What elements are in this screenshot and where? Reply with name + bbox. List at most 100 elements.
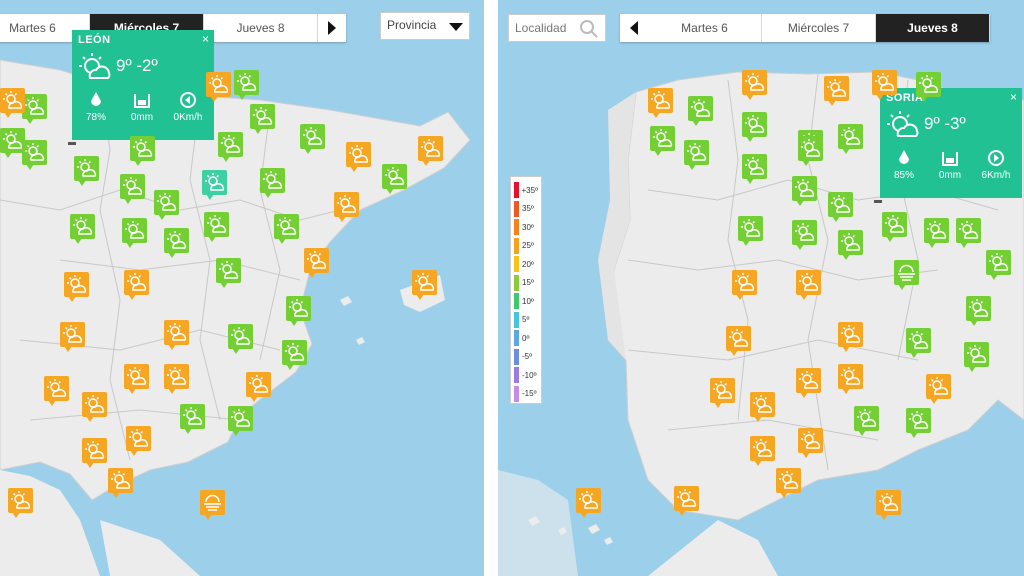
weather-marker[interactable]	[798, 428, 823, 458]
tab-miercoles-7[interactable]: Miércoles 7	[762, 14, 876, 42]
weather-marker[interactable]	[838, 124, 863, 154]
weather-marker[interactable]	[382, 164, 407, 194]
weather-marker[interactable]	[260, 168, 285, 198]
prev-day-button[interactable]	[620, 14, 648, 42]
weather-marker[interactable]	[206, 72, 231, 102]
weather-marker[interactable]	[82, 392, 107, 422]
weather-marker[interactable]	[60, 322, 85, 352]
weather-marker[interactable]	[838, 322, 863, 352]
weather-marker[interactable]	[304, 248, 329, 278]
next-day-button[interactable]	[318, 14, 346, 42]
weather-marker[interactable]	[576, 488, 601, 518]
weather-marker[interactable]	[876, 490, 901, 520]
weather-marker[interactable]	[250, 104, 275, 134]
weather-marker[interactable]	[164, 364, 189, 394]
weather-marker[interactable]	[130, 136, 155, 166]
weather-marker[interactable]	[200, 490, 225, 520]
weather-marker[interactable]	[82, 438, 107, 468]
weather-marker[interactable]	[956, 218, 981, 248]
weather-marker[interactable]	[742, 70, 767, 100]
weather-marker[interactable]	[648, 88, 673, 118]
weather-marker[interactable]	[246, 372, 271, 402]
weather-marker[interactable]	[726, 326, 751, 356]
weather-marker[interactable]	[854, 406, 879, 436]
weather-marker[interactable]	[796, 368, 821, 398]
tab-martes-6[interactable]: Martes 6	[648, 14, 762, 42]
weather-marker[interactable]	[154, 190, 179, 220]
weather-marker[interactable]	[346, 142, 371, 172]
weather-marker[interactable]	[228, 324, 253, 354]
weather-marker[interactable]	[916, 72, 941, 102]
weather-marker[interactable]	[164, 320, 189, 350]
weather-marker[interactable]	[120, 174, 145, 204]
weather-marker[interactable]	[282, 340, 307, 370]
weather-marker[interactable]	[418, 136, 443, 166]
weather-marker[interactable]	[180, 404, 205, 434]
weather-marker[interactable]	[906, 408, 931, 438]
weather-marker[interactable]	[824, 76, 849, 106]
weather-marker[interactable]	[688, 96, 713, 126]
weather-marker[interactable]	[872, 70, 897, 100]
weather-marker[interactable]	[124, 364, 149, 394]
weather-marker[interactable]	[966, 296, 991, 326]
weather-marker[interactable]	[742, 154, 767, 184]
weather-marker[interactable]	[882, 212, 907, 242]
weather-marker[interactable]	[894, 260, 919, 290]
weather-marker[interactable]	[738, 216, 763, 246]
popup-close-button[interactable]: ×	[1009, 90, 1017, 104]
weather-marker[interactable]	[218, 132, 243, 162]
weather-marker[interactable]	[44, 376, 69, 406]
weather-marker[interactable]	[650, 126, 675, 156]
weather-marker[interactable]	[108, 468, 133, 498]
weather-marker[interactable]	[798, 136, 823, 166]
weather-marker[interactable]	[126, 426, 151, 456]
weather-marker[interactable]	[202, 170, 227, 200]
weather-marker[interactable]	[0, 128, 25, 158]
tab-jueves-8[interactable]: Jueves 8	[204, 14, 318, 42]
weather-marker[interactable]	[8, 488, 33, 518]
weather-marker[interactable]	[838, 230, 863, 260]
weather-marker[interactable]	[750, 436, 775, 466]
city-popup-soria[interactable]: SORIA × 9º -3º 85% 0mm 6Km/h	[880, 88, 1022, 198]
weather-marker[interactable]	[924, 218, 949, 248]
city-popup-leon[interactable]: LEÓN × 9º -2º 78% 0mm 0Km/h	[72, 30, 214, 140]
weather-marker[interactable]	[710, 378, 735, 408]
weather-marker[interactable]	[796, 270, 821, 300]
weather-marker[interactable]	[164, 228, 189, 258]
weather-marker[interactable]	[674, 486, 699, 516]
weather-marker[interactable]	[792, 220, 817, 250]
weather-marker[interactable]	[0, 88, 25, 118]
weather-marker[interactable]	[70, 214, 95, 244]
locality-search-input[interactable]: Localidad	[508, 14, 606, 42]
weather-marker[interactable]	[22, 94, 47, 124]
weather-marker[interactable]	[742, 112, 767, 142]
weather-marker[interactable]	[776, 468, 801, 498]
weather-marker[interactable]	[906, 328, 931, 358]
weather-marker[interactable]	[964, 342, 989, 372]
weather-marker[interactable]	[228, 406, 253, 436]
popup-close-button[interactable]: ×	[201, 32, 209, 46]
weather-marker[interactable]	[274, 214, 299, 244]
weather-marker[interactable]	[64, 272, 89, 302]
weather-marker[interactable]	[286, 296, 311, 326]
weather-marker[interactable]	[412, 270, 437, 300]
weather-marker[interactable]	[22, 140, 47, 170]
tab-martes-6[interactable]: Martes 6	[0, 14, 90, 42]
weather-marker[interactable]	[926, 374, 951, 404]
weather-marker[interactable]	[124, 270, 149, 300]
weather-marker[interactable]	[216, 258, 241, 288]
weather-marker[interactable]	[300, 124, 325, 154]
tab-jueves-8[interactable]: Jueves 8	[876, 14, 990, 42]
weather-marker[interactable]	[828, 192, 853, 222]
weather-marker[interactable]	[74, 156, 99, 186]
province-select[interactable]: Provincia	[380, 12, 470, 40]
weather-marker[interactable]	[684, 140, 709, 170]
weather-marker[interactable]	[204, 212, 229, 242]
weather-marker[interactable]	[838, 364, 863, 394]
weather-marker[interactable]	[334, 192, 359, 222]
weather-marker[interactable]	[750, 392, 775, 422]
weather-marker[interactable]	[792, 176, 817, 206]
weather-marker[interactable]	[986, 250, 1011, 280]
weather-marker[interactable]	[234, 70, 259, 100]
weather-marker[interactable]	[732, 270, 757, 300]
